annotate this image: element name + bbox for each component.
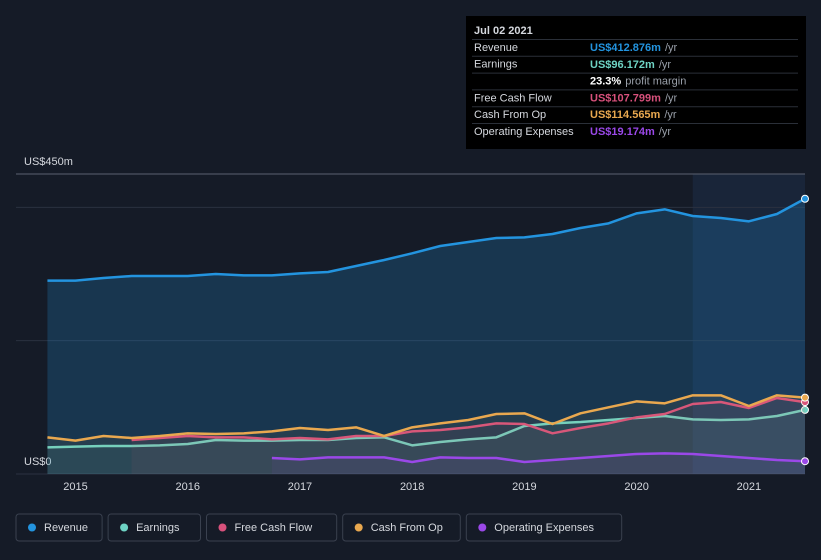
tooltip-value-number: US$107.799m bbox=[590, 92, 661, 104]
legend-dot bbox=[218, 523, 227, 532]
series-line bbox=[47, 408, 806, 449]
tooltip-value: US$107.799m/yr bbox=[590, 92, 678, 104]
end-point bbox=[801, 457, 809, 466]
tooltip-value: US$114.565m/yr bbox=[590, 109, 677, 121]
tooltip-value: US$19.174m/yr bbox=[590, 126, 671, 138]
tooltip-label: Earnings bbox=[474, 59, 518, 71]
series-area bbox=[271, 453, 805, 474]
legend-button[interactable] bbox=[206, 513, 338, 542]
x-tick-label: 2018 bbox=[400, 481, 424, 493]
x-tick-label: 2021 bbox=[737, 481, 761, 493]
series-line bbox=[47, 197, 806, 282]
x-tick-label: 2020 bbox=[624, 481, 648, 493]
series-line bbox=[131, 396, 806, 442]
series-area bbox=[47, 409, 806, 474]
tooltip-value-number: US$19.174m bbox=[590, 126, 655, 138]
y-tick-label: US$450m bbox=[24, 156, 73, 168]
legend-label: Free Cash Flow bbox=[235, 522, 313, 534]
tooltip-label: Cash From Op bbox=[474, 109, 546, 121]
legend-label: Revenue bbox=[44, 522, 88, 534]
tooltip-label: Free Cash Flow bbox=[474, 92, 552, 104]
end-point bbox=[801, 393, 809, 402]
legend-button[interactable] bbox=[107, 513, 201, 542]
legend-dot bbox=[28, 523, 36, 532]
tooltip-value-number: US$412.876m bbox=[590, 42, 661, 54]
x-tick-label: 2015 bbox=[63, 481, 87, 493]
x-tick-label: 2016 bbox=[175, 481, 199, 493]
y-tick-label: US$0 bbox=[24, 456, 52, 468]
tooltip-date: Jul 02 2021 bbox=[474, 25, 533, 37]
tooltip-unit: /yr bbox=[665, 42, 678, 54]
highlight-region bbox=[692, 174, 805, 474]
legend-button[interactable] bbox=[465, 513, 623, 542]
tooltip-value: US$412.876m/yr bbox=[590, 42, 678, 54]
legend-label: Cash From Op bbox=[371, 522, 443, 534]
tooltip: Jul 02 2021 Revenue US$412.876m/yr Earnings… bbox=[466, 16, 806, 149]
legend-label: Operating Expenses bbox=[494, 522, 594, 534]
tooltip-label: Revenue bbox=[474, 42, 518, 54]
legend-item[interactable]: Earnings bbox=[107, 513, 201, 542]
tooltip-label: Operating Expenses bbox=[474, 126, 574, 138]
legend-dot bbox=[120, 523, 129, 532]
legend-dot bbox=[478, 523, 487, 532]
tooltip-unit: /yr bbox=[659, 126, 672, 138]
tooltip-unit: profit margin bbox=[625, 76, 686, 88]
tooltip-unit: /yr bbox=[665, 92, 678, 104]
legend-dot bbox=[354, 523, 363, 532]
end-point bbox=[801, 194, 809, 203]
legend-item[interactable]: Operating Expenses bbox=[465, 513, 623, 542]
series-line bbox=[47, 394, 806, 442]
tooltip-value-number: 23.3% bbox=[590, 76, 621, 88]
legend-item[interactable]: Free Cash Flow bbox=[206, 513, 338, 542]
legend-item[interactable]: Revenue bbox=[15, 513, 103, 542]
tooltip-value-number: US$114.565m bbox=[590, 109, 661, 121]
series-line bbox=[271, 452, 806, 464]
tooltip-value-number: US$96.172m bbox=[590, 59, 655, 71]
legend-label: Earnings bbox=[136, 522, 180, 534]
x-tick-label: 2017 bbox=[288, 481, 312, 493]
tooltip-unit: /yr bbox=[659, 59, 672, 71]
tooltip-unit: /yr bbox=[664, 109, 677, 121]
x-tick-label: 2019 bbox=[512, 481, 536, 493]
tooltip-value: 23.3% profit margin bbox=[590, 76, 686, 88]
legend-button[interactable] bbox=[342, 513, 461, 542]
legend-button[interactable] bbox=[15, 513, 103, 542]
tooltip-value: US$96.172m/yr bbox=[590, 59, 671, 71]
tooltip-box bbox=[466, 16, 806, 149]
end-point bbox=[801, 405, 809, 414]
legend-item[interactable]: Cash From Op bbox=[342, 513, 461, 542]
